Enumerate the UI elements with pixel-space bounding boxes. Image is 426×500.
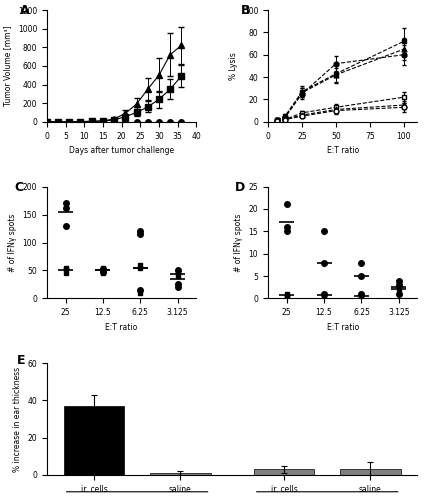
Text: C: C — [14, 181, 23, 194]
Bar — [150, 473, 210, 475]
Y-axis label: Tumor Volume [mm³]: Tumor Volume [mm³] — [3, 26, 12, 106]
Text: E: E — [17, 354, 26, 368]
Y-axis label: # of IFNγ spots: # of IFNγ spots — [234, 214, 243, 272]
X-axis label: E:T ratio: E:T ratio — [106, 322, 138, 332]
X-axis label: Days after tumor challenge: Days after tumor challenge — [69, 146, 174, 155]
Y-axis label: % increase in ear thickness: % increase in ear thickness — [13, 366, 22, 472]
Bar — [254, 470, 314, 475]
Text: A: A — [20, 4, 29, 18]
Y-axis label: % Lysis: % Lysis — [229, 52, 238, 80]
X-axis label: E:T ratio: E:T ratio — [327, 146, 359, 155]
Bar — [64, 406, 124, 475]
X-axis label: E:T ratio: E:T ratio — [327, 322, 359, 332]
Y-axis label: # of IFNγ spots: # of IFNγ spots — [8, 214, 17, 272]
Bar — [340, 470, 400, 475]
Text: D: D — [235, 181, 245, 194]
Text: B: B — [241, 4, 250, 18]
